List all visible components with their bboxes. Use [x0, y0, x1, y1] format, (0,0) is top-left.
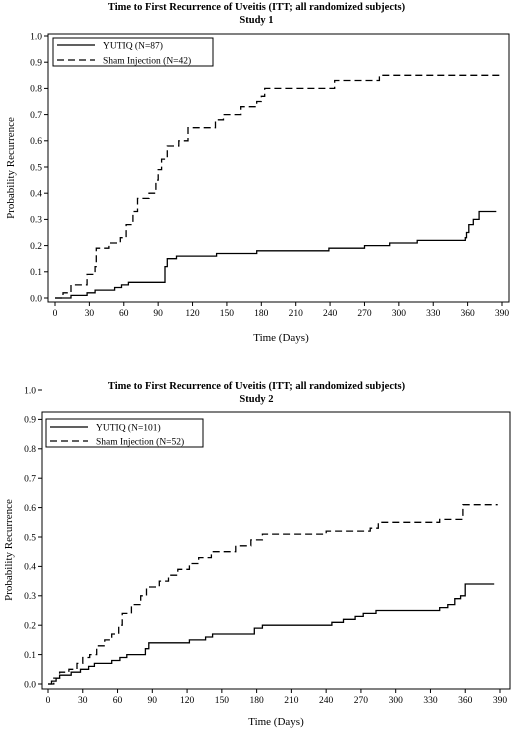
chart2-subtitle: Study 2	[239, 394, 274, 405]
chart1-y-ticks: 0.0 0.1 0.2 0.3 0.4 0.5 0.6 0.7 0.8 0.9 1.0	[30, 32, 48, 304]
chart1-legend-sham-label: Sham Injection (N=42)	[103, 56, 191, 67]
chart2-x-tick-label: 360	[458, 696, 473, 706]
chart2-y-tick-label: 0.0	[24, 680, 36, 690]
chart1-x-tick-label: 360	[460, 309, 475, 319]
chart1-x-tick-label: 390	[495, 309, 510, 319]
chart1-x-tick-label: 30	[85, 309, 95, 319]
chart1-x-axis-label: Time (Days)	[253, 332, 309, 344]
chart2-y-tick-label: 0.9	[24, 416, 36, 426]
chart1-y-tick-label: 0.0	[30, 294, 42, 304]
chart2-y-tick-label: 1.0	[24, 386, 36, 396]
chart1-y-tick-label: 0.2	[30, 242, 42, 252]
chart2-y-tick-label: 0.4	[24, 563, 36, 573]
chart1-x-tick-label: 210	[289, 309, 304, 319]
chart1-title: Time to First Recurrence of Uveitis (ITT…	[107, 2, 406, 13]
chart1-x-tick-label: 0	[53, 309, 58, 319]
chart1-plot: 0 30 60 90 120 150 180 210 240 270 300 330 360 390 0.…	[5, 32, 510, 344]
chart2-x-tick-label: 150	[215, 696, 230, 706]
chart2-x-tick-label: 120	[180, 696, 195, 706]
chart1-x-tick-label: 300	[392, 309, 407, 319]
chart2-x-tick-label: 270	[354, 696, 369, 706]
chart2-x-tick-label: 90	[148, 696, 158, 706]
chart1-x-tick-label: 90	[153, 309, 163, 319]
chart1-x-ticks: 0 30 60 90 120 150 180 210 240 270 300 330 360 390	[53, 302, 510, 319]
chart1-series-sham-line	[55, 74, 500, 299]
chart2-x-tick-label: 210	[284, 696, 299, 706]
chart1-x-tick-label: 150	[220, 309, 235, 319]
chart1-y-tick-label: 0.5	[30, 163, 42, 173]
chart2-series	[48, 504, 498, 685]
chart2-title: Time to First Recurrence of Uveitis (ITT…	[107, 381, 406, 392]
chart1-plot-frame	[47, 33, 510, 303]
chart2-y-tick-label: 0.3	[24, 592, 36, 602]
chart2-x-tick-label: 240	[319, 696, 334, 706]
chart1-x-tick-label: 180	[254, 309, 269, 319]
chart2-y-tick-label: 0.2	[24, 622, 36, 632]
chart1-y-tick-label: 0.9	[30, 59, 42, 69]
chart2-y-tick-label: 0.5	[24, 533, 36, 543]
chart2-x-tick-label: 30	[78, 696, 88, 706]
chart2-x-ticks: 0 30 60 90 120 150 180 210 240 270 300 330 360 390	[46, 689, 508, 706]
chart2-legend-sham-label: Sham Injection (N=52)	[96, 437, 184, 448]
chart1-y-tick-label: 0.8	[30, 85, 42, 95]
chart2-x-tick-label: 180	[249, 696, 264, 706]
chart2-y-tick-label: 0.1	[24, 651, 36, 661]
chart1-x-tick-label: 270	[357, 309, 372, 319]
chart2-y-ticks: 0.0 0.1 0.2 0.3 0.4 0.5 0.6 0.7 0.8 0.9 1.0	[24, 386, 42, 690]
chart1-y-axis-label: Probability Recurrence	[5, 117, 17, 219]
chart1-series-yutiq-line	[55, 210, 497, 299]
chart2-series-sham-line	[48, 504, 498, 685]
chart1-y-tick-label: 0.1	[30, 268, 42, 278]
chart2-plot-frame	[41, 411, 511, 690]
chart1-subtitle: Study 1	[239, 15, 274, 26]
chart1-y-tick-label: 1.0	[30, 32, 42, 42]
chart2-legend-box	[45, 418, 204, 448]
chart1-legend-box	[52, 37, 214, 67]
chart2-x-tick-label: 300	[389, 696, 404, 706]
chart1-y-tick-label: 0.4	[30, 190, 42, 200]
chart2-x-tick-label: 390	[493, 696, 508, 706]
chart1-x-tick-label: 120	[185, 309, 200, 319]
chart1-x-tick-label: 60	[119, 309, 129, 319]
chart1-y-tick-label: 0.6	[30, 137, 42, 147]
chart2-y-tick-label: 0.6	[24, 504, 36, 514]
chart2-y-tick-label: 0.7	[24, 475, 36, 485]
chart2-x-tick-label: 0	[46, 696, 51, 706]
chart2-y-tick-label: 0.8	[24, 445, 36, 455]
chart2-y-axis-label: Probability Recurrence	[3, 499, 15, 601]
chart2-series-yutiq-line	[48, 583, 495, 685]
chart2-legend-yutiq-label: YUTIQ (N=101)	[96, 423, 161, 434]
chart1-x-tick-label: 240	[323, 309, 338, 319]
chart2-x-tick-label: 330	[423, 696, 438, 706]
chart1-series	[55, 74, 500, 299]
chart1-y-tick-label: 0.3	[30, 216, 42, 226]
chart1-legend-yutiq-label: YUTIQ (N=87)	[103, 41, 163, 52]
chart1-x-tick-label: 330	[426, 309, 441, 319]
chart2-x-axis-label: Time (Days)	[248, 716, 304, 728]
chart2-x-tick-label: 60	[113, 696, 123, 706]
chart1-y-tick-label: 0.7	[30, 111, 42, 121]
